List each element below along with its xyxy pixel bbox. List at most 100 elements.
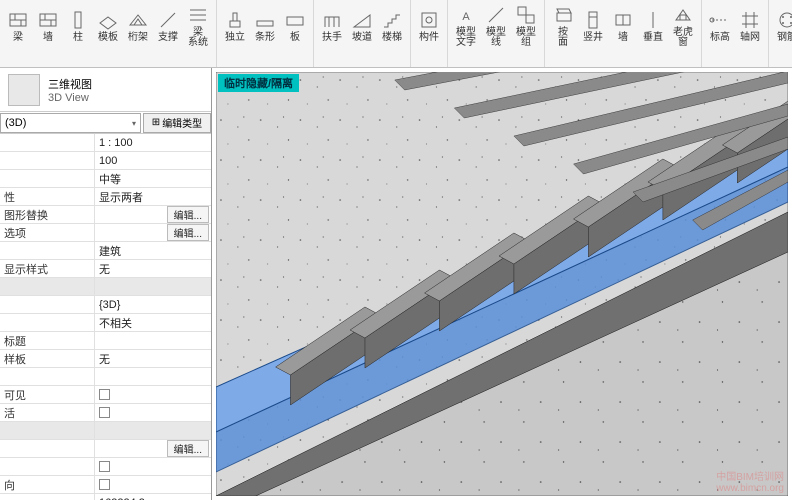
view-type-icon — [8, 74, 40, 106]
property-row[interactable]: 编辑... — [0, 440, 211, 458]
ribbon-wall-button[interactable]: 梁 — [4, 3, 32, 49]
ribbon-comp-button[interactable]: 构件 — [415, 3, 443, 49]
edit-button[interactable]: 编辑... — [167, 206, 209, 223]
ribbon-floor-button[interactable]: 模板 — [94, 3, 122, 49]
property-value[interactable]: 不相关 — [95, 314, 211, 331]
ribbon-shaft-button[interactable]: 竖井 — [579, 3, 607, 49]
property-value[interactable]: 编辑... — [95, 206, 211, 223]
property-value[interactable] — [95, 278, 211, 295]
property-row[interactable]: 样板无 — [0, 350, 211, 368]
property-row[interactable]: 图形替换编辑... — [0, 206, 211, 224]
property-key: 标题 — [0, 332, 95, 349]
property-key — [0, 440, 95, 457]
property-key: 显示样式 — [0, 260, 95, 277]
ribbon-label: 标高 — [710, 33, 730, 43]
property-row[interactable]: 可见 — [0, 386, 211, 404]
property-value[interactable]: 无 — [95, 260, 211, 277]
property-value[interactable]: 显示两者 — [95, 188, 211, 205]
comp-icon — [418, 9, 440, 31]
property-key — [0, 422, 95, 439]
property-row[interactable] — [0, 368, 211, 386]
property-row[interactable]: 1 : 100 — [0, 134, 211, 152]
property-row[interactable]: 163224.3 — [0, 494, 211, 500]
ribbon-label: 条形 — [255, 33, 275, 43]
property-value[interactable] — [95, 476, 211, 493]
property-value[interactable]: 建筑 — [95, 242, 211, 259]
edit-type-button[interactable]: 编辑类型 — [143, 113, 211, 133]
ribbon-line-button[interactable]: 模型线 — [482, 3, 510, 49]
property-row[interactable]: 活 — [0, 404, 211, 422]
grid2-icon — [739, 9, 761, 31]
property-row[interactable]: 向 — [0, 476, 211, 494]
ribbon-vert-button[interactable]: 垂直 — [639, 3, 667, 49]
ribbon-wallc-button[interactable]: 墙 — [609, 3, 637, 49]
watermark: 中国BIM培训网 www.bimcn.org — [716, 468, 784, 494]
ribbon-label: 坡道 — [352, 33, 372, 43]
property-row[interactable] — [0, 278, 211, 296]
property-value[interactable] — [95, 458, 211, 475]
rail-icon — [321, 9, 343, 31]
property-row[interactable]: 中等 — [0, 170, 211, 188]
checkbox-icon[interactable] — [99, 389, 110, 400]
viewport-3d[interactable]: 临时隐藏/隔离 — [212, 68, 792, 500]
edit-button[interactable]: 编辑... — [167, 224, 209, 241]
ribbon-strip-button[interactable]: 条形 — [251, 3, 279, 49]
property-row[interactable]: 不相关 — [0, 314, 211, 332]
ribbon-rail-button[interactable]: 扶手 — [318, 3, 346, 49]
ribbon-wall-button[interactable]: 墙 — [34, 3, 62, 49]
wallc-icon — [612, 9, 634, 31]
ribbon-rebar-button[interactable]: 钢筋 — [773, 3, 792, 49]
vert-icon — [642, 9, 664, 31]
instance-selector-row: (3D) 编辑类型 — [0, 112, 211, 134]
ribbon-label: 扶手 — [322, 33, 342, 43]
checkbox-icon[interactable] — [99, 479, 110, 490]
property-value[interactable] — [95, 368, 211, 385]
ribbon-ramp-button[interactable]: 坡道 — [348, 3, 376, 49]
slab-icon — [284, 9, 306, 31]
property-value[interactable]: 无 — [95, 350, 211, 367]
rebar-icon — [776, 9, 792, 31]
ribbon-beam-sys-button[interactable]: 梁系统 — [184, 3, 212, 49]
property-value[interactable]: 中等 — [95, 170, 211, 187]
ribbon-grp-button[interactable]: 模型组 — [512, 3, 540, 49]
checkbox-icon[interactable] — [99, 461, 110, 472]
property-value[interactable]: 100 — [95, 152, 211, 169]
property-value[interactable]: 编辑... — [95, 224, 211, 241]
property-row[interactable] — [0, 422, 211, 440]
property-row[interactable]: 性显示两者 — [0, 188, 211, 206]
ribbon-truss-button[interactable]: 桁架 — [124, 3, 152, 49]
property-value[interactable]: 163224.3 — [95, 494, 211, 500]
property-value[interactable] — [95, 404, 211, 421]
ribbon-dormer-button[interactable]: 老虎窗 — [669, 3, 697, 49]
ribbon-col-button[interactable]: 柱 — [64, 3, 92, 49]
ribbon-grid-button[interactable]: 标高 — [706, 3, 734, 49]
ribbon-brace-button[interactable]: 支撑 — [154, 3, 182, 49]
property-key: 样板 — [0, 350, 95, 367]
property-value[interactable]: 1 : 100 — [95, 134, 211, 151]
property-value[interactable] — [95, 332, 211, 349]
property-row[interactable]: {3D} — [0, 296, 211, 314]
checkbox-icon[interactable] — [99, 407, 110, 418]
chevron-down-icon — [132, 117, 136, 129]
edit-button[interactable]: 编辑... — [167, 440, 209, 457]
ribbon-text-button[interactable]: A模型文字 — [452, 3, 480, 49]
property-row[interactable]: 标题 — [0, 332, 211, 350]
property-value[interactable] — [95, 386, 211, 403]
property-row[interactable] — [0, 458, 211, 476]
ribbon-slab-button[interactable]: 板 — [281, 3, 309, 49]
property-row[interactable]: 100 — [0, 152, 211, 170]
property-key — [0, 242, 95, 259]
property-key — [0, 314, 95, 331]
ribbon-grid2-button[interactable]: 轴网 — [736, 3, 764, 49]
property-row[interactable]: 建筑 — [0, 242, 211, 260]
ribbon-face-button[interactable]: 按面 — [549, 3, 577, 49]
property-row[interactable]: 显示样式无 — [0, 260, 211, 278]
ribbon-iso-button[interactable]: 独立 — [221, 3, 249, 49]
view-type-title: 三维视图 — [48, 76, 92, 92]
property-value[interactable] — [95, 422, 211, 439]
property-row[interactable]: 选项编辑... — [0, 224, 211, 242]
ribbon-stair-button[interactable]: 楼梯 — [378, 3, 406, 49]
property-value[interactable]: {3D} — [95, 296, 211, 313]
instance-combo[interactable]: (3D) — [0, 113, 141, 133]
property-value[interactable]: 编辑... — [95, 440, 211, 457]
